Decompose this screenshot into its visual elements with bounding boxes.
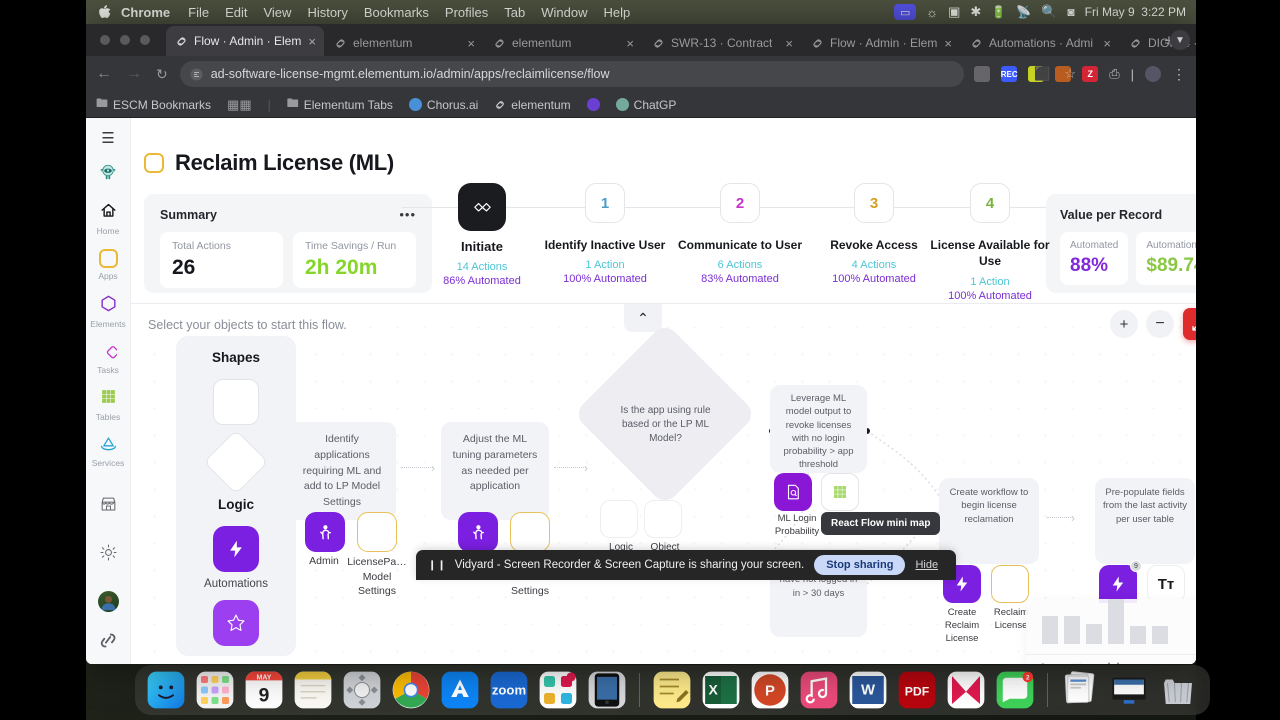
svg-text:9: 9 [259,685,270,706]
svg-text:MAY: MAY [257,675,272,682]
svg-text:P: P [765,683,775,699]
svg-text:zoom: zoom [492,682,526,697]
svg-text:PDF: PDF [905,684,930,698]
svg-text:W: W [861,682,876,698]
svg-text:X: X [708,681,718,697]
svg-text:2: 2 [1026,675,1030,682]
